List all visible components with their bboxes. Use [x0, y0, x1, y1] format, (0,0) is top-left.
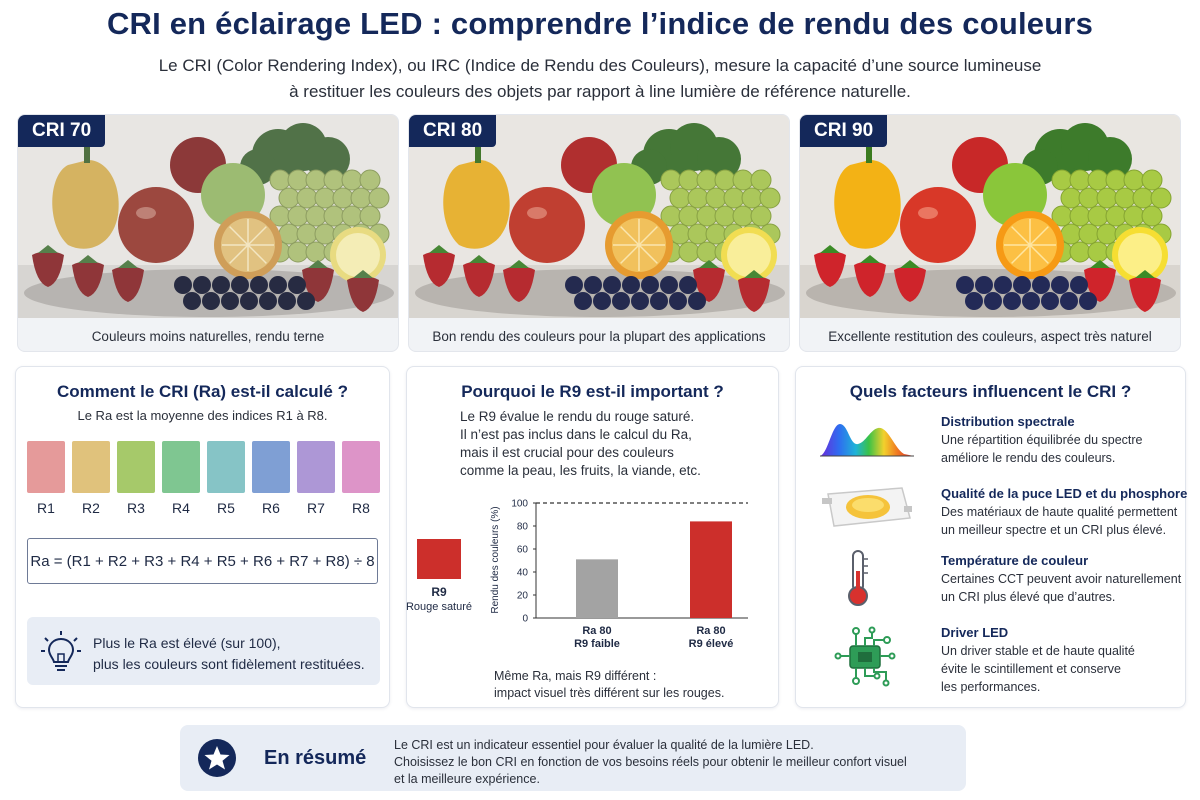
factor-text-line: un CRI plus élevé que d’autres. — [941, 590, 1116, 604]
swatch-label: R6 — [262, 500, 280, 516]
y-tick-label: 40 — [517, 568, 529, 579]
page-title: CRI en éclairage LED : comprendre l’indi… — [106, 6, 1094, 41]
summary-line-1: Le CRI est un indicateur essentiel pour … — [394, 738, 814, 752]
photo-caption: Bon rendu des couleurs pour la plupart d… — [432, 329, 766, 344]
tip-line-1: Plus le Ra est élevé (sur 100), — [93, 635, 281, 651]
factor-title: Distribution spectrale — [941, 414, 1075, 429]
summary-box: En résumé Le CRI est un indicateur essen… — [180, 725, 966, 791]
swatch-label: R7 — [307, 500, 325, 516]
factor-title: Température de couleur — [941, 553, 1089, 568]
factor-text: Une répartition équilibrée du spectre am… — [941, 431, 1186, 467]
panel-title: Pourquoi le R9 est-il important ? — [461, 382, 724, 401]
intro-text: Le CRI (Color Rendering Index), ou IRC (… — [90, 53, 1110, 105]
factor-text-line: Une répartition équilibrée du spectre — [941, 433, 1143, 447]
swatch-label: R4 — [172, 500, 190, 516]
x-tick-label: Ra 80 — [696, 625, 725, 637]
panel-title: Comment le CRI (Ra) est-il calculé ? — [57, 382, 348, 401]
r9-text-line-3: mais il est crucial pour des couleurs — [460, 445, 674, 460]
photo-caption: Couleurs moins naturelles, rendu terne — [91, 329, 325, 344]
r9-bar-chart: 0 20 40 60 80 100 Rendu des couleurs (%) Ra 80 R… — [488, 495, 768, 665]
led-chip-icon — [822, 484, 912, 535]
r9-panel: Pourquoi le R9 est-il important ? — [406, 366, 779, 708]
factor-text-line: Des matériaux de haute qualité permetten… — [941, 505, 1178, 519]
photo-caption: Excellente restitution des couleurs, asp… — [828, 329, 1152, 344]
color-swatch-r5 — [207, 441, 245, 493]
summary-line-2: Choisissez le bon CRI en fonction de vos… — [394, 755, 907, 769]
factor-text-line: un meilleur spectre et un CRI plus élevé… — [941, 523, 1167, 537]
r9-note-line-2: impact visuel très différent sur les rou… — [494, 686, 725, 700]
x-tick-label: Ra 80 — [582, 625, 611, 637]
y-tick-label: 20 — [517, 591, 529, 602]
color-swatch-r4 — [162, 441, 200, 493]
factor-text-line: évite le scintillement et conserve — [941, 662, 1121, 676]
fruit-photo — [800, 115, 1180, 318]
swatch-label: R3 — [127, 500, 145, 516]
panel-title: Quels facteurs influencent le CRI ? — [849, 382, 1132, 401]
x-tick-label: R9 élevé — [689, 638, 734, 650]
r9-swatch-label: R9 Rouge saturé — [404, 585, 474, 615]
r9-color-swatch — [417, 539, 461, 579]
factor-text: Des matériaux de haute qualité permetten… — [941, 503, 1186, 539]
tip-box: Plus le Ra est élevé (sur 100), plus les… — [27, 617, 380, 685]
factor-text: Certaines CCT peuvent avoir naturellemen… — [941, 570, 1186, 606]
tip-text: Plus le Ra est élevé (sur 100), plus les… — [93, 633, 373, 675]
y-tick-label: 0 — [522, 614, 528, 625]
swatch-label: R8 — [352, 500, 370, 516]
fruit-photo — [409, 115, 789, 318]
color-swatch-r6 — [252, 441, 290, 493]
color-swatch-r3 — [117, 441, 155, 493]
cri-badge: CRI 70 — [18, 115, 106, 147]
y-tick-label: 60 — [517, 545, 529, 556]
summary-line-3: et la meilleure expérience. — [394, 772, 540, 786]
y-tick-label: 100 — [511, 499, 528, 510]
color-swatch-r8 — [342, 441, 380, 493]
spectrum-icon — [818, 418, 916, 465]
thermometer-icon — [845, 549, 871, 612]
r9-note: Même Ra, mais R9 différent : impact visu… — [494, 668, 774, 702]
swatch-label: R5 — [217, 500, 235, 516]
y-tick-label: 80 — [517, 522, 529, 533]
x-tick-label: R9 faible — [574, 638, 620, 650]
r9-note-line-1: Même Ra, mais R9 différent : — [494, 669, 657, 683]
calculation-subtitle: Le Ra est la moyenne des indices R1 à R8… — [77, 408, 328, 423]
bar — [576, 559, 618, 618]
cri-badge: CRI 80 — [409, 115, 497, 147]
r9-swatch-sublabel: Rouge saturé — [405, 601, 473, 613]
r9-text-line-1: Le R9 évalue le rendu du rouge saturé. — [460, 409, 695, 424]
r9-text-line-2: Il n’est pas inclus dans le calcul du Ra… — [460, 427, 692, 442]
factor-text-line: Certaines CCT peuvent avoir naturellemen… — [941, 572, 1182, 586]
comparison-card-cri90: CRI 90 Excellente restitution des couleu… — [799, 114, 1181, 352]
intro-line-2: à restituer les couleurs des objets par … — [289, 82, 911, 101]
lightbulb-icon — [41, 630, 81, 679]
r9-text-line-4: comme la peau, les fruits, la viande, et… — [460, 463, 701, 478]
r9-explanation: Le R9 évalue le rendu du rouge saturé. I… — [460, 408, 760, 480]
comparison-card-cri70: CRI 70 Couleurs moins naturelles, rendu … — [17, 114, 399, 352]
ra-formula: Ra = (R1 + R2 + R3 + R4 + R5 + R6 + R7 +… — [27, 538, 378, 584]
star-icon — [198, 739, 236, 777]
factor-title: Qualité de la puce LED et du phosphore — [941, 486, 1188, 501]
tip-line-2: plus les couleurs sont fidèlement restit… — [93, 656, 365, 672]
r9-swatch-name: R9 — [431, 585, 447, 599]
bar — [690, 521, 732, 618]
color-swatch-r1 — [27, 441, 65, 493]
color-swatch-r2 — [72, 441, 110, 493]
comparison-card-cri80: CRI 80 Bon rendu des couleurs pour la pl… — [408, 114, 790, 352]
factor-text-line: Un driver stable et de haute qualité — [941, 644, 1135, 658]
summary-title: En résumé — [264, 747, 367, 769]
intro-line-1: Le CRI (Color Rendering Index), ou IRC (… — [158, 56, 1042, 75]
summary-text: Le CRI est un indicateur essentiel pour … — [394, 737, 954, 788]
y-axis-label: Rendu des couleurs (%) — [490, 506, 501, 613]
swatch-label: R1 — [37, 500, 55, 516]
factor-title: Driver LED — [941, 625, 1009, 640]
swatch-label: R2 — [82, 500, 100, 516]
fruit-photo — [18, 115, 398, 318]
factor-text: Un driver stable et de haute qualité évi… — [941, 642, 1186, 696]
factor-text-line: améliore le rendu des couleurs. — [941, 451, 1116, 465]
circuit-board-icon — [834, 626, 896, 693]
factor-text-line: les performances. — [941, 680, 1041, 694]
color-swatch-r7 — [297, 441, 335, 493]
cri-badge: CRI 90 — [800, 115, 888, 147]
